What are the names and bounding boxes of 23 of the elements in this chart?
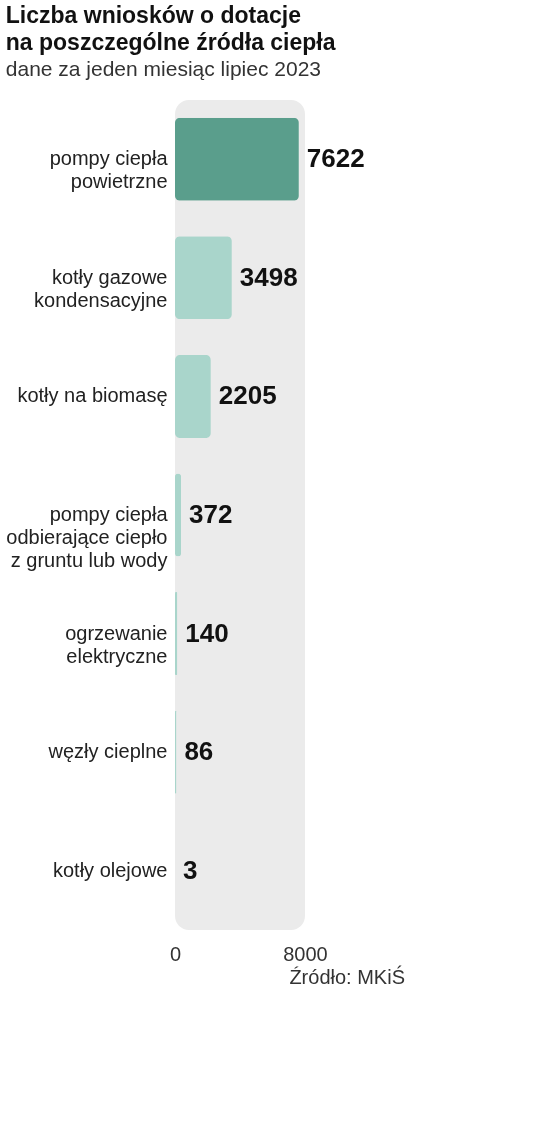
y-tick-label: pompy ciepła odbierające ciepło z gruntu lub wody	[6, 503, 169, 571]
bar	[175, 354, 211, 438]
y-tick-label: ogrzewanie elektryczne	[65, 621, 168, 667]
x-tick-label: 8000	[283, 942, 328, 965]
chart-subtitle: dane za jeden miesiąc lipiec 2023	[5, 57, 321, 80]
y-tick-label: pompy ciepła powietrzne	[49, 147, 169, 193]
data-label: 86	[184, 736, 214, 767]
y-tick-label: kotły gazowe kondensacyjne	[34, 265, 168, 311]
bar	[175, 236, 232, 320]
data-label: 7622	[306, 143, 365, 174]
data-label: 3	[183, 854, 198, 885]
bar	[175, 117, 299, 201]
y-tick-label: węzły cieplne	[47, 740, 168, 763]
text: Źródło: MKiŚ	[289, 965, 405, 988]
data-label: 372	[189, 499, 233, 529]
data-label: 3498	[239, 261, 298, 292]
y-tick-label: kotły olejowe	[52, 858, 168, 881]
data-label: 2205	[218, 380, 277, 411]
data-label: 140	[185, 617, 229, 648]
y-tick-label: kotły na biomasę	[17, 384, 168, 407]
chart-title: Liczba wniosków o dotacje na poszczególne źródła ciepła	[5, 2, 336, 55]
x-tick-label: 0	[169, 942, 182, 965]
bar	[175, 473, 182, 557]
